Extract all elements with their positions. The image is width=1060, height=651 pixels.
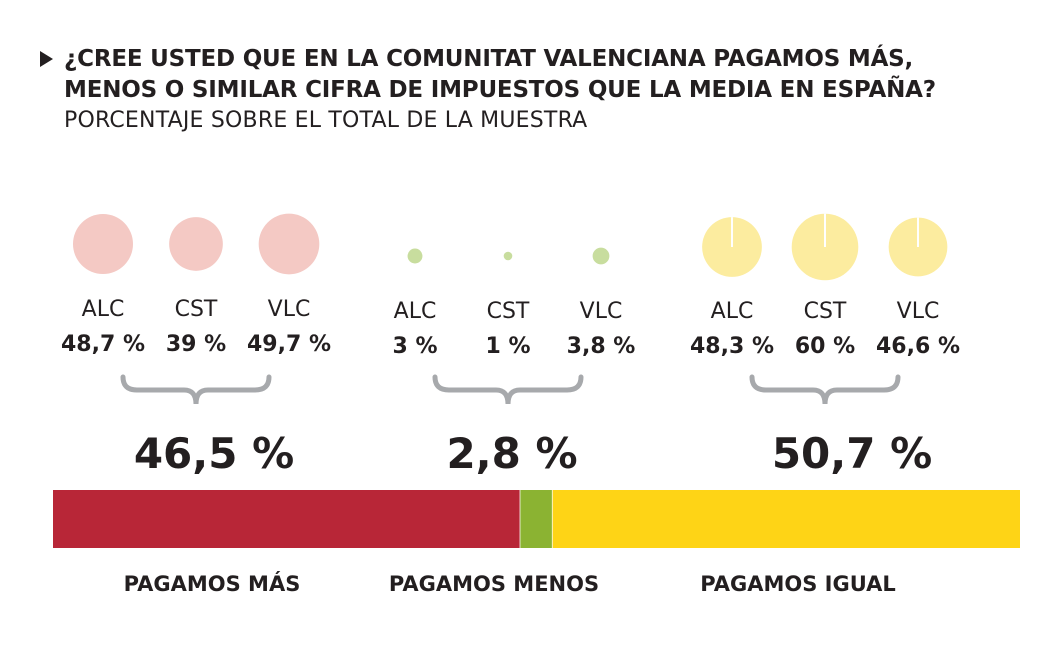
city-label-alc: ALC	[711, 299, 754, 324]
total-label-pagamos-menos: 2,8 %	[446, 429, 577, 478]
total-label-pagamos-mas: 46,5 %	[134, 429, 294, 478]
value-label-pagamos-igual-vlc: 46,6 %	[876, 334, 960, 359]
chart-title-line-1: ¿CREE USTED QUE EN LA COMUNITAT VALENCIA…	[64, 46, 914, 72]
value-label-pagamos-mas-cst: 39 %	[166, 332, 226, 357]
brace-pagamos-menos	[432, 374, 584, 405]
bar-segment-pagamos-igual	[552, 490, 1020, 548]
value-label-pagamos-igual-cst: 60 %	[795, 334, 855, 359]
total-label-pagamos-igual: 50,7 %	[772, 429, 932, 478]
bubble-pagamos-mas-cst	[169, 217, 223, 271]
bubble-pagamos-menos-alc	[407, 248, 423, 264]
city-label-alc: ALC	[82, 297, 125, 322]
value-label-pagamos-menos-alc: 3 %	[392, 334, 437, 359]
value-label-pagamos-igual-alc: 48,3 %	[690, 334, 774, 359]
city-label-vlc: VLC	[268, 297, 311, 322]
city-label-cst: CST	[804, 299, 847, 324]
chart-title-line-2: MENOS O SIMILAR CIFRA DE IMPUESTOS QUE L…	[64, 77, 936, 103]
bubble-pagamos-menos-cst	[503, 251, 513, 261]
city-label-alc: ALC	[394, 299, 437, 324]
category-label-pagamos-menos: PAGAMOS MENOS	[389, 572, 599, 596]
title-block: ¿CREE USTED QUE EN LA COMUNITAT VALENCIA…	[40, 44, 1040, 136]
chart-subtitle: PORCENTAJE SOBRE EL TOTAL DE LA MUESTRA	[64, 108, 588, 133]
city-label-vlc: VLC	[897, 299, 940, 324]
city-label-vlc: VLC	[580, 299, 623, 324]
city-label-cst: CST	[487, 299, 530, 324]
play-triangle-icon	[40, 51, 53, 67]
value-label-pagamos-menos-vlc: 3,8 %	[567, 334, 636, 359]
bubble-pagamos-igual-cst	[791, 213, 859, 281]
value-label-pagamos-mas-vlc: 49,7 %	[247, 332, 331, 357]
category-label-pagamos-mas: PAGAMOS MÁS	[124, 571, 301, 596]
bubble-pagamos-mas-alc	[72, 213, 134, 275]
brace-pagamos-mas	[120, 374, 272, 405]
bubble-pagamos-menos-vlc	[592, 247, 610, 265]
brace-pagamos-igual	[749, 374, 901, 405]
bar-segment-pagamos-mas	[53, 490, 521, 548]
bar-segment-pagamos-menos	[520, 490, 553, 548]
category-label-pagamos-igual: PAGAMOS IGUAL	[700, 572, 895, 596]
value-label-pagamos-menos-cst: 1 %	[485, 334, 530, 359]
value-label-pagamos-mas-alc: 48,7 %	[61, 332, 145, 357]
bubble-pagamos-mas-vlc	[258, 213, 320, 275]
city-label-cst: CST	[175, 297, 218, 322]
